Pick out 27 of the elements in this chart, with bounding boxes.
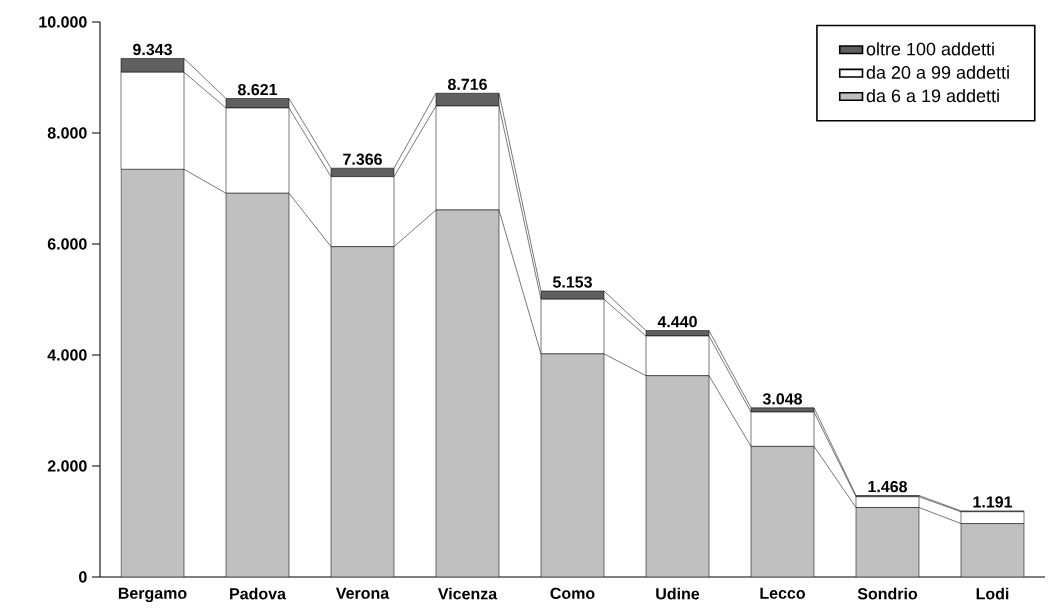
legend-label: oltre 100 addetti: [866, 42, 994, 56]
y-tick-label: 4.000: [47, 349, 87, 361]
x-tick-label: Verona: [335, 587, 390, 599]
total-label: 5.153: [552, 276, 592, 288]
total-label: 1.191: [973, 496, 1013, 508]
x-tick-label: Lecco: [760, 587, 805, 599]
y-tick-label: 0: [79, 571, 87, 583]
legend-label: da 6 a 19 addetti: [866, 88, 999, 103]
total-label: 7.366: [343, 153, 382, 165]
y-tick-label: 8.000: [47, 127, 87, 139]
x-tick-label: Sondrio: [857, 587, 918, 600]
total-label: 8.621: [237, 83, 278, 96]
x-tick-label: Bergamo: [118, 587, 187, 603]
x-tick-label: Udine: [656, 587, 700, 600]
x-tick-label: Padova: [230, 587, 287, 600]
total-label: 1.468: [868, 480, 908, 493]
x-tick-label: Lodi: [976, 587, 1009, 600]
x-tick-label: Vicenza: [437, 587, 498, 600]
y-tick-label: 2.000: [47, 460, 87, 472]
legend-label: da 20 a 99 addetti: [866, 65, 1009, 79]
total-label: 3.048: [762, 393, 803, 405]
x-tick-label: Como: [550, 587, 595, 600]
y-tick-label: 10.000: [39, 16, 87, 28]
total-label: 8.716: [447, 78, 487, 90]
total-label: 4.440: [657, 315, 697, 328]
y-tick-label: 6.000: [47, 238, 87, 250]
total-label: 9.343: [133, 43, 172, 56]
